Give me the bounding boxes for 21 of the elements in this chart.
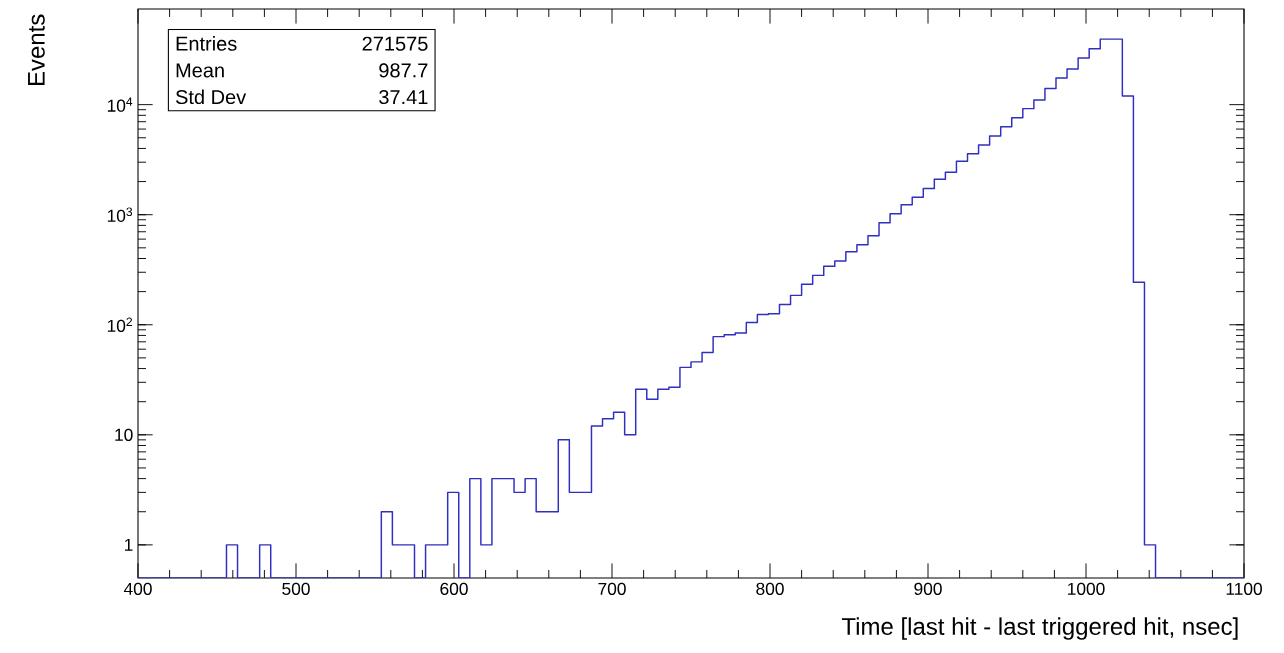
annotation: 37.41 xyxy=(379,89,428,105)
y-tick-label: 10$^{3}$ xyxy=(107,207,133,222)
x-tick-label: 700 xyxy=(598,582,626,595)
y-tick-label: 10$^{4}$ xyxy=(107,97,133,112)
y-tick-label: 1 xyxy=(124,538,133,551)
x-tick-label: 500 xyxy=(282,582,310,595)
y-tick-label: 10 xyxy=(115,428,133,441)
x-tick-label: 1000 xyxy=(1068,582,1105,595)
x-tick-label: 900 xyxy=(914,582,942,595)
annotation: Std Dev xyxy=(175,89,247,105)
y-axis-title: Events xyxy=(28,14,45,86)
annotation: Mean xyxy=(176,63,224,78)
y-tick-label: 10$^{2}$ xyxy=(107,317,132,332)
annotation: Entries xyxy=(176,36,237,51)
x-axis-title: Time [last hit - last triggered hit, nsec] xyxy=(841,617,1238,640)
x-tick-label: 600 xyxy=(440,582,468,595)
annotation: 987.7 xyxy=(379,63,428,78)
annotation: 271575 xyxy=(362,36,428,51)
x-tick-label: 400 xyxy=(123,582,152,595)
x-tick-label: 1100 xyxy=(1226,582,1262,595)
x-tick-label: 800 xyxy=(756,582,784,595)
